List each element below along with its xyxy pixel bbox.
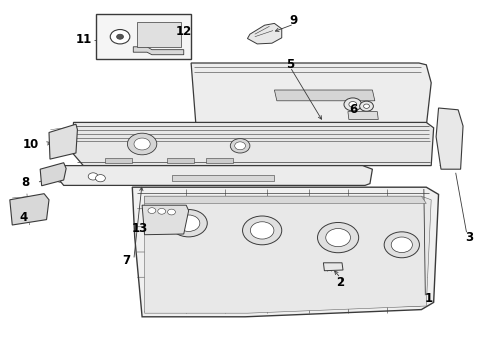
Circle shape bbox=[230, 139, 250, 153]
Text: 9: 9 bbox=[290, 14, 298, 27]
Circle shape bbox=[326, 229, 350, 247]
Circle shape bbox=[250, 222, 274, 239]
Circle shape bbox=[318, 222, 359, 253]
Polygon shape bbox=[55, 166, 372, 185]
Polygon shape bbox=[73, 122, 434, 166]
FancyBboxPatch shape bbox=[96, 14, 191, 59]
Circle shape bbox=[96, 175, 105, 182]
Circle shape bbox=[117, 34, 123, 39]
Circle shape bbox=[384, 232, 419, 258]
Polygon shape bbox=[191, 63, 431, 126]
Polygon shape bbox=[105, 158, 132, 163]
Text: 10: 10 bbox=[22, 138, 39, 150]
Text: 8: 8 bbox=[22, 176, 29, 189]
Polygon shape bbox=[137, 22, 181, 47]
Polygon shape bbox=[436, 108, 463, 169]
Polygon shape bbox=[206, 158, 233, 163]
Text: 13: 13 bbox=[131, 222, 148, 235]
Text: 2: 2 bbox=[337, 276, 344, 289]
Polygon shape bbox=[49, 124, 77, 159]
Text: 6: 6 bbox=[350, 103, 358, 116]
Polygon shape bbox=[323, 263, 343, 271]
Circle shape bbox=[170, 210, 207, 237]
Circle shape bbox=[158, 208, 166, 214]
Text: 3: 3 bbox=[466, 231, 473, 244]
Polygon shape bbox=[145, 196, 431, 313]
Circle shape bbox=[349, 102, 357, 107]
Polygon shape bbox=[142, 205, 189, 235]
Text: 5: 5 bbox=[286, 58, 294, 71]
Polygon shape bbox=[274, 90, 375, 101]
Polygon shape bbox=[348, 112, 378, 120]
Circle shape bbox=[148, 208, 156, 213]
Text: 12: 12 bbox=[175, 25, 192, 38]
Circle shape bbox=[88, 173, 98, 180]
Circle shape bbox=[391, 237, 413, 253]
Circle shape bbox=[134, 138, 150, 150]
Circle shape bbox=[344, 98, 362, 111]
Circle shape bbox=[360, 101, 373, 111]
Circle shape bbox=[168, 209, 175, 215]
Text: 1: 1 bbox=[425, 292, 433, 305]
Text: 7: 7 bbox=[122, 255, 130, 267]
Circle shape bbox=[235, 142, 245, 150]
Polygon shape bbox=[172, 175, 274, 181]
Circle shape bbox=[364, 104, 369, 108]
Circle shape bbox=[110, 30, 130, 44]
Text: 4: 4 bbox=[20, 211, 27, 224]
Circle shape bbox=[177, 215, 200, 231]
Polygon shape bbox=[133, 47, 184, 55]
Polygon shape bbox=[10, 194, 49, 225]
Circle shape bbox=[127, 133, 157, 155]
Text: 11: 11 bbox=[76, 33, 93, 46]
Polygon shape bbox=[167, 158, 194, 163]
Polygon shape bbox=[247, 23, 282, 44]
Polygon shape bbox=[132, 187, 439, 317]
Polygon shape bbox=[40, 163, 66, 186]
Circle shape bbox=[243, 216, 282, 245]
Polygon shape bbox=[145, 196, 426, 203]
